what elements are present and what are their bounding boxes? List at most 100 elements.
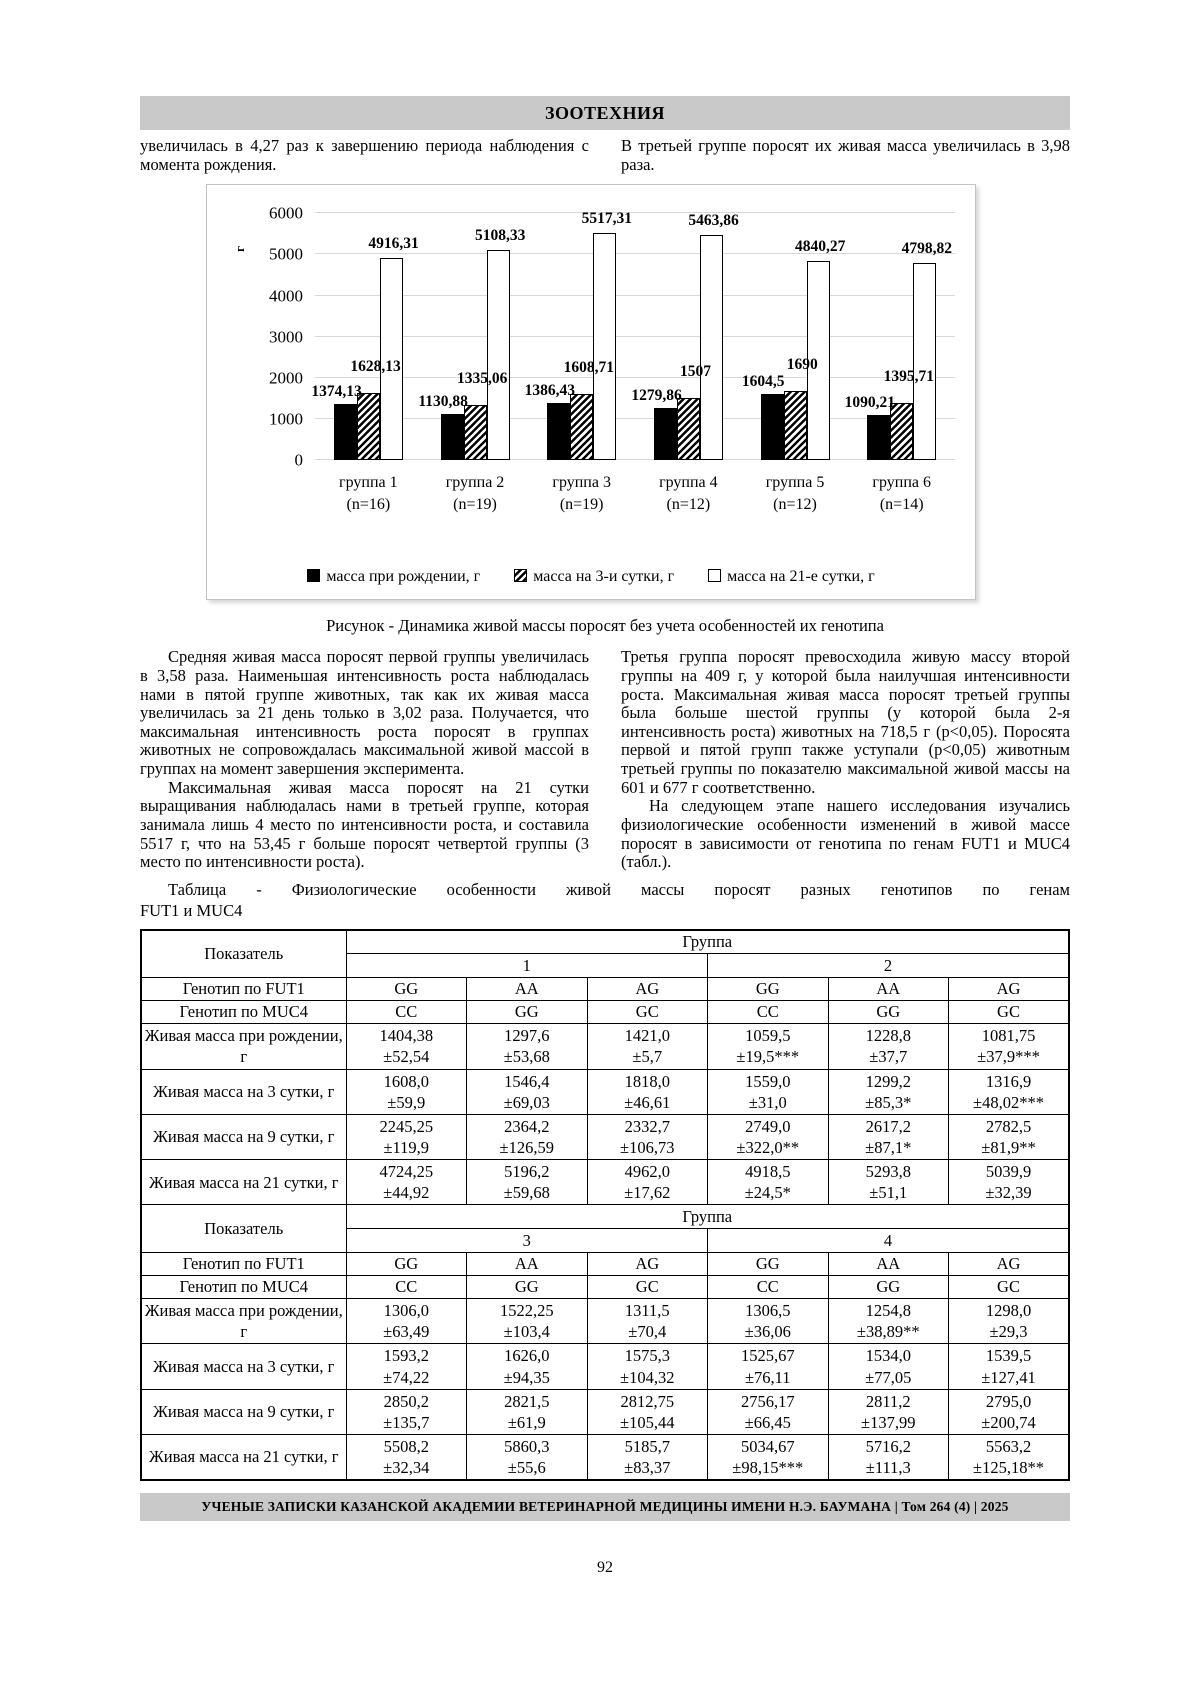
mass-value: 5563,2 ±125,18** [948, 1433, 1070, 1481]
table-caption-line2: FUT1 и MUC4 [140, 900, 243, 920]
mass-value: 1306,5 ±36,06 [707, 1298, 829, 1345]
mass-row-label: Живая масса при рождении, г [140, 1023, 347, 1070]
category-name: группа 5 [765, 474, 825, 492]
y-axis-tick-label: 4000 [269, 286, 303, 306]
mass-value: 1626,0 ±94,35 [466, 1343, 588, 1390]
gridline [315, 212, 955, 214]
mass-value: 5293,8 ±51,1 [827, 1159, 949, 1206]
bar-value-label: 1395,71 [883, 367, 935, 385]
table-row: Живая масса на 3 сутки, г 1608,0 ±59,9 154… [140, 1068, 1070, 1115]
bar-day21-mass [806, 261, 830, 461]
mass-value: 2332,7 ±106,73 [586, 1113, 708, 1161]
gridline [315, 253, 955, 255]
muc4-genotype-value: GG [466, 1275, 588, 1300]
bar-day3-mass [463, 405, 487, 461]
muc4-genotype-value: GG [827, 1275, 949, 1300]
mass-value: 1522,25 ±103,4 [466, 1298, 588, 1345]
x-axis-labels: группа 1 (n=16) группа 2 (n=19) группа 3 (n=1… [315, 472, 955, 515]
table-caption: Таблица - Физиологические особенности жи… [140, 880, 1070, 922]
legend-label: масса при рождении, г [326, 568, 481, 586]
bar-group: 1090,21 1395,71 4798,82 [844, 213, 955, 461]
fut1-genotype-value: GG [707, 977, 829, 1002]
group-header: Группа [345, 1204, 1070, 1230]
table-row: Живая масса на 21 сутки, г 4724,25 ±44,92… [140, 1159, 1070, 1206]
mass-row-label: Живая масса на 3 сутки, г [140, 1068, 347, 1115]
y-axis-tick-label: 3000 [269, 327, 303, 347]
mass-value: 2821,5 ±61,9 [466, 1388, 588, 1435]
table-row: Генотип по MUC4 CC GG GC CC GG GC [140, 1000, 1070, 1025]
mass-value: 5185,7 ±83,37 [586, 1433, 708, 1481]
mass-value: 1297,6 ±53,68 [466, 1023, 588, 1070]
table-row: Генотип по FUT1 GG AA AG GG AA AG [140, 1252, 1070, 1277]
x-axis-category-label: группа 3 (n=19) [528, 472, 635, 515]
y-axis-tick-label: 0 [294, 450, 304, 470]
mass-value: 5039,9 ±32,39 [948, 1159, 1070, 1206]
muc4-genotype-value: CC [707, 1275, 829, 1300]
legend-item: масса на 3-и сутки, г [514, 568, 674, 586]
bar-group: 1279,86 1507 5463,86 [631, 212, 742, 461]
mass-value: 1298,0 ±29,3 [948, 1298, 1070, 1345]
category-name: группа 6 [872, 474, 931, 492]
bar-birth-mass [334, 403, 357, 461]
legend-label: масса на 3-и сутки, г [533, 568, 675, 586]
bar-birth-mass [760, 394, 784, 461]
x-axis-category-label: группа 2 (n=19) [422, 472, 529, 515]
mass-value: 1525,67 ±76,11 [707, 1343, 829, 1390]
bar-birth-mass [440, 413, 464, 461]
body-column-right: Третья группа поросят превосходила живую… [621, 647, 1070, 872]
mass-value: 1311,5 ±70,4 [586, 1298, 708, 1345]
bar-day21-mass [486, 250, 510, 461]
mass-value: 1081,75 ±37,9*** [948, 1023, 1070, 1070]
mass-row-label: Живая масса на 9 сутки, г [140, 1113, 347, 1161]
bar-value-label: 1628,13 [350, 358, 401, 376]
table-row: Генотип по FUT1 GG AA AG GG AA AG [140, 977, 1070, 1002]
mass-value: 4962,0 ±17,62 [586, 1159, 708, 1206]
mass-value: 1306,0 ±63,49 [345, 1298, 467, 1345]
y-axis-tick-label: 2000 [269, 368, 303, 388]
mass-value: 2850,2 ±135,7 [345, 1388, 467, 1435]
mass-value: 4724,25 ±44,92 [345, 1159, 467, 1206]
group-number: 1 [345, 953, 708, 979]
page-content: ЗООТЕХНИЯ увеличилась в 4,27 раз к завер… [140, 96, 1070, 1577]
gridline [315, 335, 955, 337]
body-column-left: Средняя живая масса поросят первой групп… [140, 647, 589, 872]
bar-day3-mass [783, 390, 807, 461]
mass-value: 2617,2 ±87,1* [827, 1113, 949, 1161]
bar-value-label: 1090,21 [844, 394, 896, 412]
category-count: (n=16) [346, 495, 391, 513]
bar-day21-mass [700, 235, 724, 461]
bar-group: 1604,5 1690 4840,27 [742, 213, 849, 461]
bar-value-label: 1374,13 [311, 382, 362, 400]
muc4-genotype-value: GC [948, 1275, 1070, 1300]
gridline [315, 459, 955, 461]
table-row: Показатель Группа [140, 929, 1070, 979]
group-number: 4 [707, 1228, 1070, 1254]
mass-value: 4918,5 ±24,5* [707, 1159, 829, 1206]
muc4-row-label: Генотип по MUC4 [140, 1275, 347, 1300]
mass-value: 1575,3 ±104,32 [586, 1343, 708, 1390]
legend-label: масса на 21-е сутки, г [727, 568, 875, 586]
gridline [315, 418, 955, 420]
mass-value: 5508,2 ±32,34 [345, 1433, 467, 1481]
bar-group: 1386,43 1608,71 5517,31 [525, 210, 635, 461]
fut1-genotype-value: AG [586, 977, 708, 1002]
journal-footer-text: УЧЕНЫЕ ЗАПИСКИ КАЗАНСКОЙ АКАДЕМИИ ВЕТЕРИ… [201, 1499, 1009, 1515]
body-paragraph: Максимальная живая масса поросят на 21 с… [140, 777, 589, 872]
section-header-bar: ЗООТЕХНИЯ [140, 96, 1070, 130]
legend-marker [708, 569, 722, 583]
table-row: Живая масса на 21 сутки, г 5508,2 ±32,34 5… [140, 1433, 1070, 1481]
genotype-table: Показатель Группа 1 2 Генотип по FUT1 GG AA AG G… [140, 928, 1070, 1482]
mass-value: 1059,5 ±19,5*** [707, 1023, 829, 1070]
body-paragraph: На следующем этапе нашего исследования и… [621, 796, 1070, 872]
top-text-columns: увеличилась в 4,27 раз к завершению пери… [140, 136, 1070, 174]
muc4-genotype-value: CC [707, 1000, 829, 1025]
bar-value-label: 5108,33 [474, 227, 526, 244]
top-paragraph-left: увеличилась в 4,27 раз к завершению пери… [140, 136, 589, 174]
bar-value-label: 1335,06 [456, 370, 508, 388]
bar-birth-mass [867, 415, 891, 461]
bar-day3-mass [890, 402, 914, 461]
category-count: (n=19) [453, 495, 497, 513]
mass-row-label: Живая масса при рождении, г [140, 1298, 347, 1345]
